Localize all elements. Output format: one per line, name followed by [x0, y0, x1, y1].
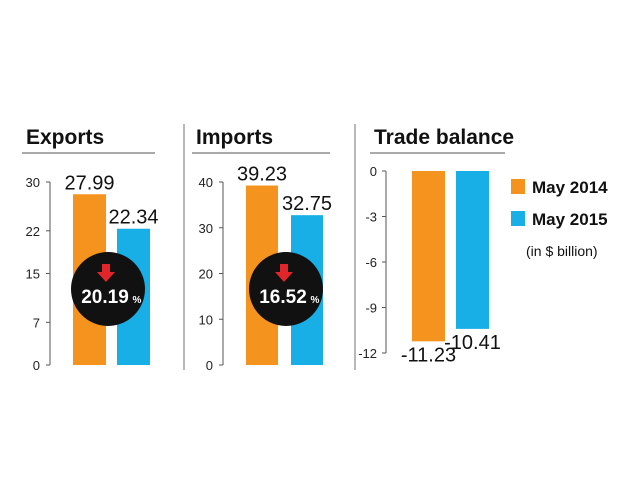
exports-title: Exports	[26, 126, 104, 149]
trade-balance-bar-may-2014	[412, 171, 445, 342]
exports-data-label-may-2014: 27.99	[64, 172, 114, 194]
trade-balance-y-tick-label: -3	[365, 210, 377, 225]
legend: May 2014 May 2015 (in $ billion)	[511, 178, 608, 259]
exports-change-unit: %	[133, 295, 142, 306]
imports-badge-circle	[249, 252, 323, 326]
legend-label-may-2015: May 2015	[532, 210, 608, 229]
down-arrow-icon	[275, 264, 293, 282]
imports-y-tick-label: 40	[199, 175, 213, 190]
exports-y-tick-label: 22	[26, 224, 40, 239]
exports-y-tick-label: 30	[26, 175, 40, 190]
trade-balance-title: Trade balance	[374, 126, 514, 149]
exports-data-label-may-2015: 22.34	[108, 207, 158, 229]
imports-data-label-may-2015: 32.75	[282, 193, 332, 215]
trade-balance-bar-may-2015	[456, 171, 489, 329]
trade-balance-y-tick-label: -6	[365, 255, 377, 270]
imports-change-badge: 16.52%	[249, 252, 323, 326]
exports-y-tick-label: 15	[26, 267, 40, 282]
exports-panel: 0 7 15 22 30 27.99 22.34 20.19%	[26, 172, 159, 373]
exports-change-badge: 20.19%	[71, 252, 145, 326]
imports-y-tick-label: 20	[199, 267, 213, 282]
imports-change-value: 16.52	[259, 287, 307, 308]
exports-change-value: 20.19	[81, 287, 129, 308]
trade-balance-data-label-may-2014: -11.23	[401, 344, 456, 366]
exports-y-tick-label: 0	[33, 358, 40, 373]
imports-panel: 0 10 20 30 40 39.23 32.75 16.52%	[199, 164, 333, 373]
legend-label-may-2014: May 2014	[532, 178, 608, 197]
legend-swatch-may-2015	[511, 211, 525, 226]
trade-balance-y-tick-label: -12	[358, 346, 377, 361]
trade-balance-panel: 0 -3 -6 -9 -12 -11.23-10.41	[358, 164, 501, 366]
trade-balance-y-tick-label: -9	[365, 301, 377, 316]
exports-badge-circle	[71, 252, 145, 326]
trade-balance-data-label-may-2015: -10.41	[444, 332, 501, 354]
imports-y-tick-label: 0	[206, 358, 213, 373]
imports-data-label-may-2014: 39.23	[237, 164, 287, 186]
exports-y-tick-label: 7	[33, 315, 40, 330]
imports-change-unit: %	[311, 295, 320, 306]
imports-title: Imports	[196, 126, 273, 149]
trade-balance-y-tick-label: 0	[370, 164, 377, 179]
imports-y-tick-label: 10	[199, 312, 213, 327]
legend-swatch-may-2014	[511, 179, 525, 194]
unit-note: (in $ billion)	[526, 243, 598, 259]
down-arrow-icon	[97, 264, 115, 282]
imports-y-tick-label: 30	[199, 221, 213, 236]
